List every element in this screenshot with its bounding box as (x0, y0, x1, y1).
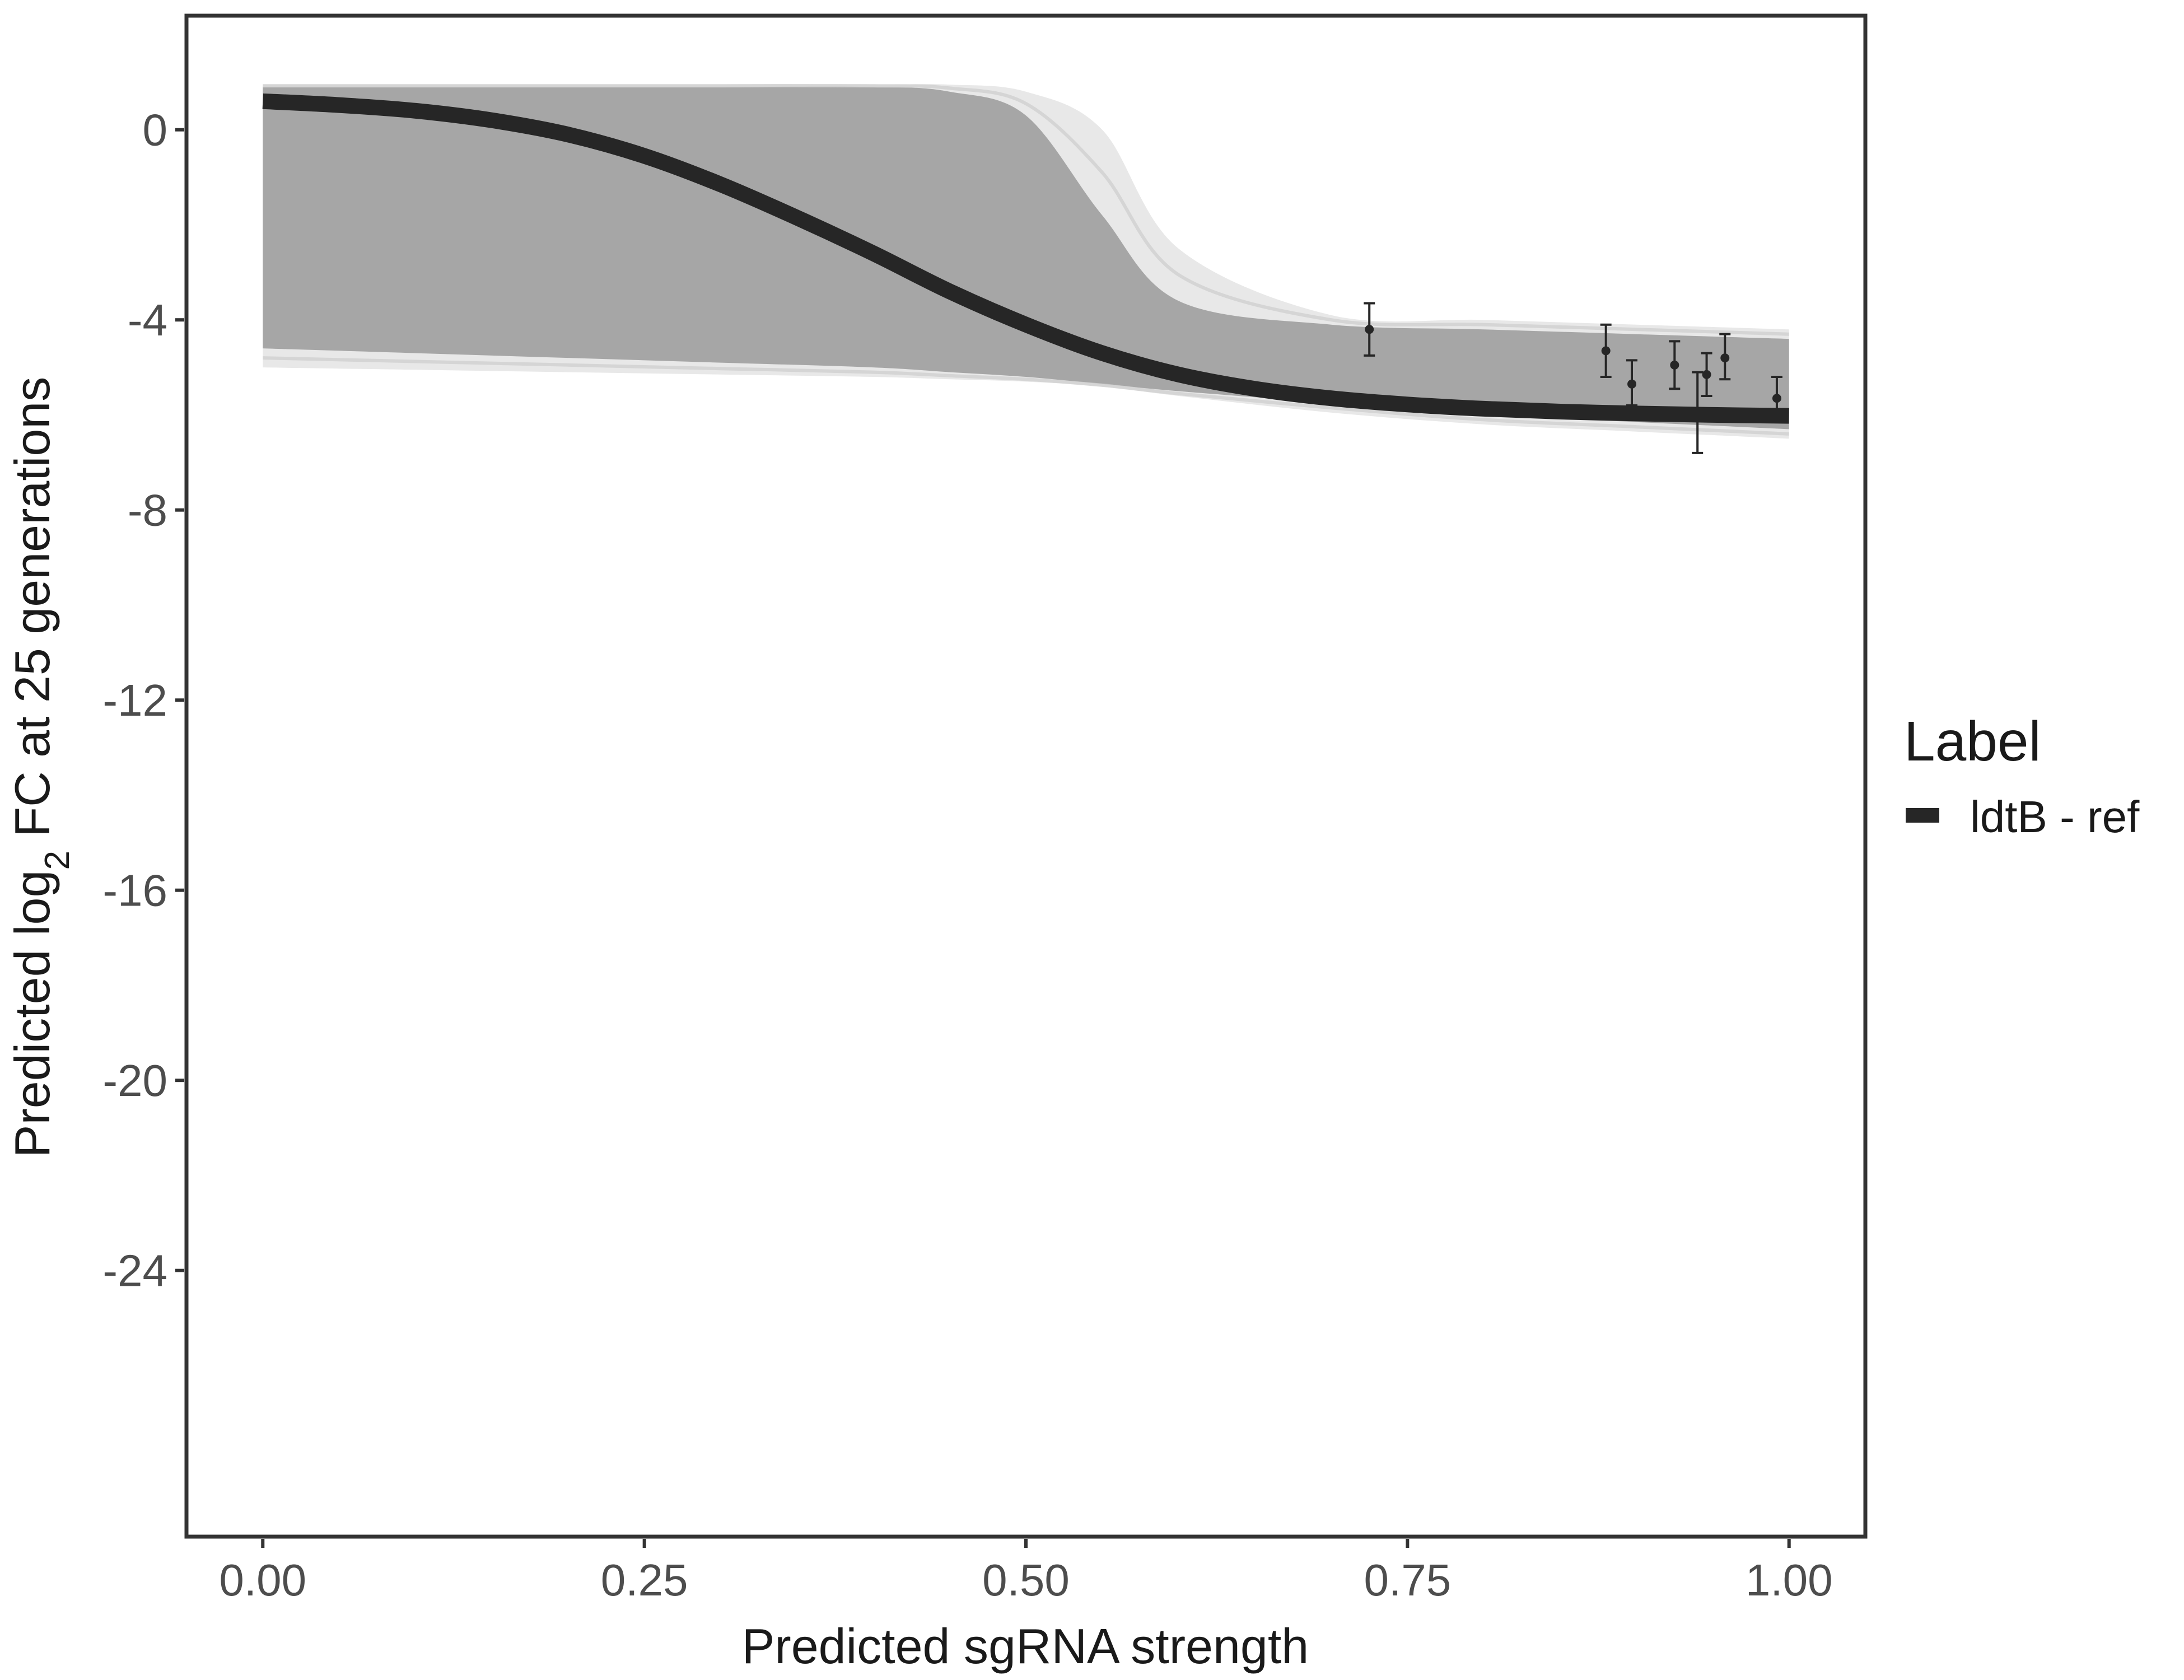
observed-point-5 (1692, 371, 1704, 454)
legend: Label ldtB - ref (1904, 710, 2140, 842)
x-tick-label-1: 0.25 (601, 1555, 688, 1605)
posterior-band-core (263, 86, 1789, 430)
y-tick-label-5: -20 (102, 1056, 167, 1105)
x-tick-label-2: 0.50 (982, 1555, 1070, 1605)
y-tick-label-4: -16 (102, 866, 167, 916)
point-marker-4 (1670, 360, 1679, 370)
y-tick-label-1: -4 (128, 295, 167, 345)
observed-points-layer (1364, 302, 1782, 454)
legend-title: Label (1904, 710, 2041, 773)
point-marker-5 (1693, 408, 1702, 417)
y-axis-title: Predicted log2 FC at 25 generations (4, 377, 77, 1158)
point-marker-8 (1772, 394, 1781, 403)
y-axis-title-subscript: 2 (38, 851, 77, 870)
y-tick-label-6: -24 (102, 1246, 167, 1296)
y-axis-ticks: 0 -4 -8 -12 -16 -20 -24 (102, 105, 184, 1296)
observed-point-4 (1669, 340, 1681, 390)
point-marker-1 (1365, 325, 1374, 334)
x-tick-label-4: 1.00 (1746, 1555, 1833, 1605)
y-tick-label-3: -12 (102, 675, 167, 725)
y-axis-title-part-1: Predicted log (4, 870, 60, 1158)
posterior-draw-line-2 (263, 356, 1789, 436)
legend-key-ldtb-ref (1906, 808, 1939, 823)
point-marker-3 (1627, 379, 1637, 389)
observed-point-7 (1719, 333, 1731, 381)
plot-panel-border (184, 13, 1868, 1539)
observed-point-1 (1364, 302, 1375, 357)
posterior-draws-band (263, 83, 1789, 439)
observed-point-6 (1701, 352, 1712, 397)
x-axis-title: Predicted sgRNA strength (742, 1618, 1309, 1674)
y-tick-label-2: -8 (128, 486, 167, 535)
point-marker-2 (1601, 346, 1611, 356)
x-tick-label-0: 0.00 (219, 1555, 306, 1605)
series-line-ldtb-ref (262, 93, 1789, 424)
legend-label-ldtb-ref: ldtB - ref (1970, 792, 2140, 842)
observed-point-8 (1771, 376, 1782, 419)
posterior-draw-line-1 (263, 83, 1789, 336)
observed-point-3 (1626, 359, 1638, 407)
x-axis-ticks: 0.00 0.25 0.50 0.75 1.00 (219, 1539, 1833, 1605)
point-marker-7 (1720, 353, 1730, 363)
y-tick-label-0: 0 (143, 105, 168, 155)
fitted-curve-layer (262, 93, 1789, 424)
observed-point-2 (1600, 323, 1612, 379)
x-tick-label-3: 0.75 (1364, 1555, 1452, 1605)
point-marker-6 (1702, 370, 1711, 379)
y-axis-title-part-2: FC at 25 generations (4, 377, 60, 851)
